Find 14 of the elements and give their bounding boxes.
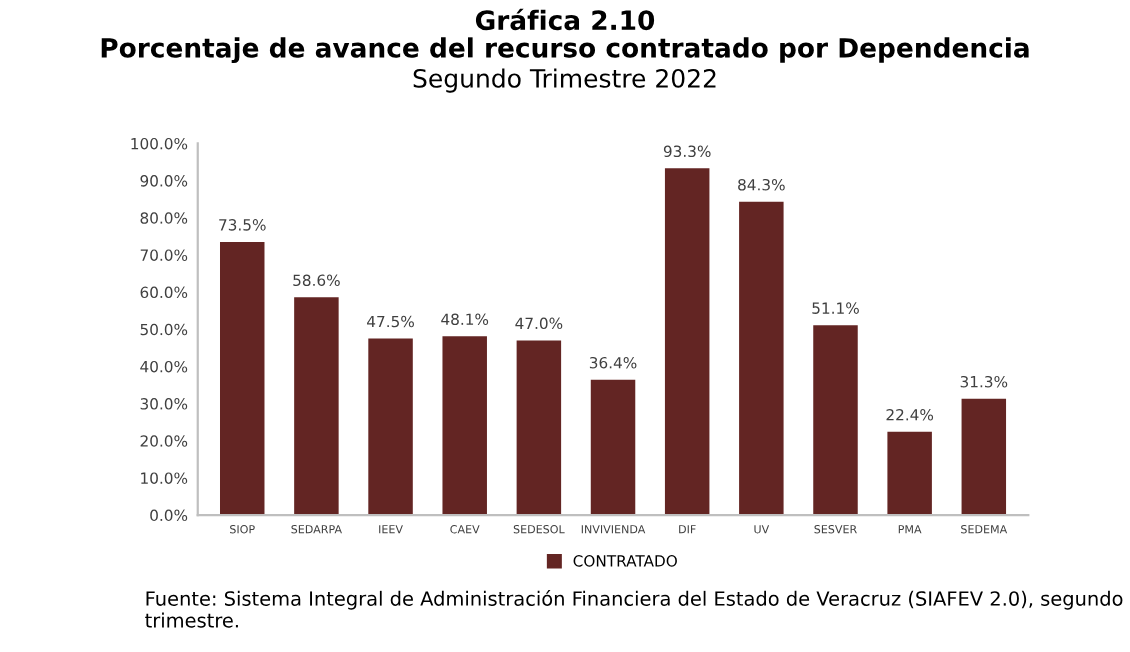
bar [442,336,487,516]
chart-title: Gráfica 2.10 Porcentaje de avance del recurso contratado por Dependencia [101,8,1029,64]
bar [590,379,636,516]
bar [961,398,1007,516]
source-note: Fuente: Sistema Integral de Administración Financiera del Estado de Veracruz (SIAFEV 2.0), segundo trimestre. [145,590,1123,628]
bar [220,241,265,516]
bar [516,340,562,516]
bar [664,168,710,516]
bar [294,297,339,516]
chart-subtitle: Segundo Trimestre 2022 [413,68,716,93]
bar [368,338,413,516]
bar [813,325,858,516]
bar [887,431,932,516]
bar [739,201,784,516]
